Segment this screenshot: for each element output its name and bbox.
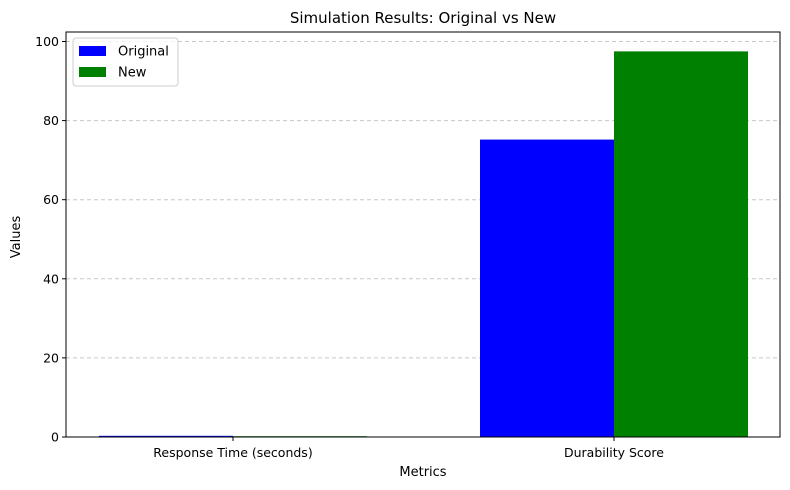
x-axis-label: Metrics (399, 465, 446, 480)
x-tick-label-1: Durability Score (564, 445, 664, 460)
y-tick-label-40: 40 (43, 271, 59, 286)
y-axis-label: Values (9, 216, 24, 259)
bar-original-0 (99, 435, 233, 437)
legend-swatch-new (79, 67, 106, 77)
legend-label-original: Original (118, 45, 169, 60)
y-tick-label-100: 100 (35, 34, 59, 49)
bar-new-1 (614, 51, 748, 437)
y-tick-label-80: 80 (43, 113, 59, 128)
chart-title: Simulation Results: Original vs New (290, 9, 556, 27)
x-tick-label-0: Response Time (seconds) (153, 445, 312, 460)
legend: Original New (72, 37, 179, 87)
axes (65, 31, 781, 438)
bar-original-1 (480, 139, 614, 437)
bars (99, 51, 748, 437)
ticks: 0 20 40 60 80 100 Response Time (seconds) Durab… (35, 34, 664, 460)
y-tick-label-60: 60 (43, 192, 59, 207)
legend-swatch-original (79, 46, 106, 56)
plot-frame (65, 31, 781, 438)
legend-label-new: New (118, 66, 147, 81)
y-tick-label-20: 20 (43, 350, 59, 365)
y-tick-label-0: 0 (51, 430, 59, 445)
